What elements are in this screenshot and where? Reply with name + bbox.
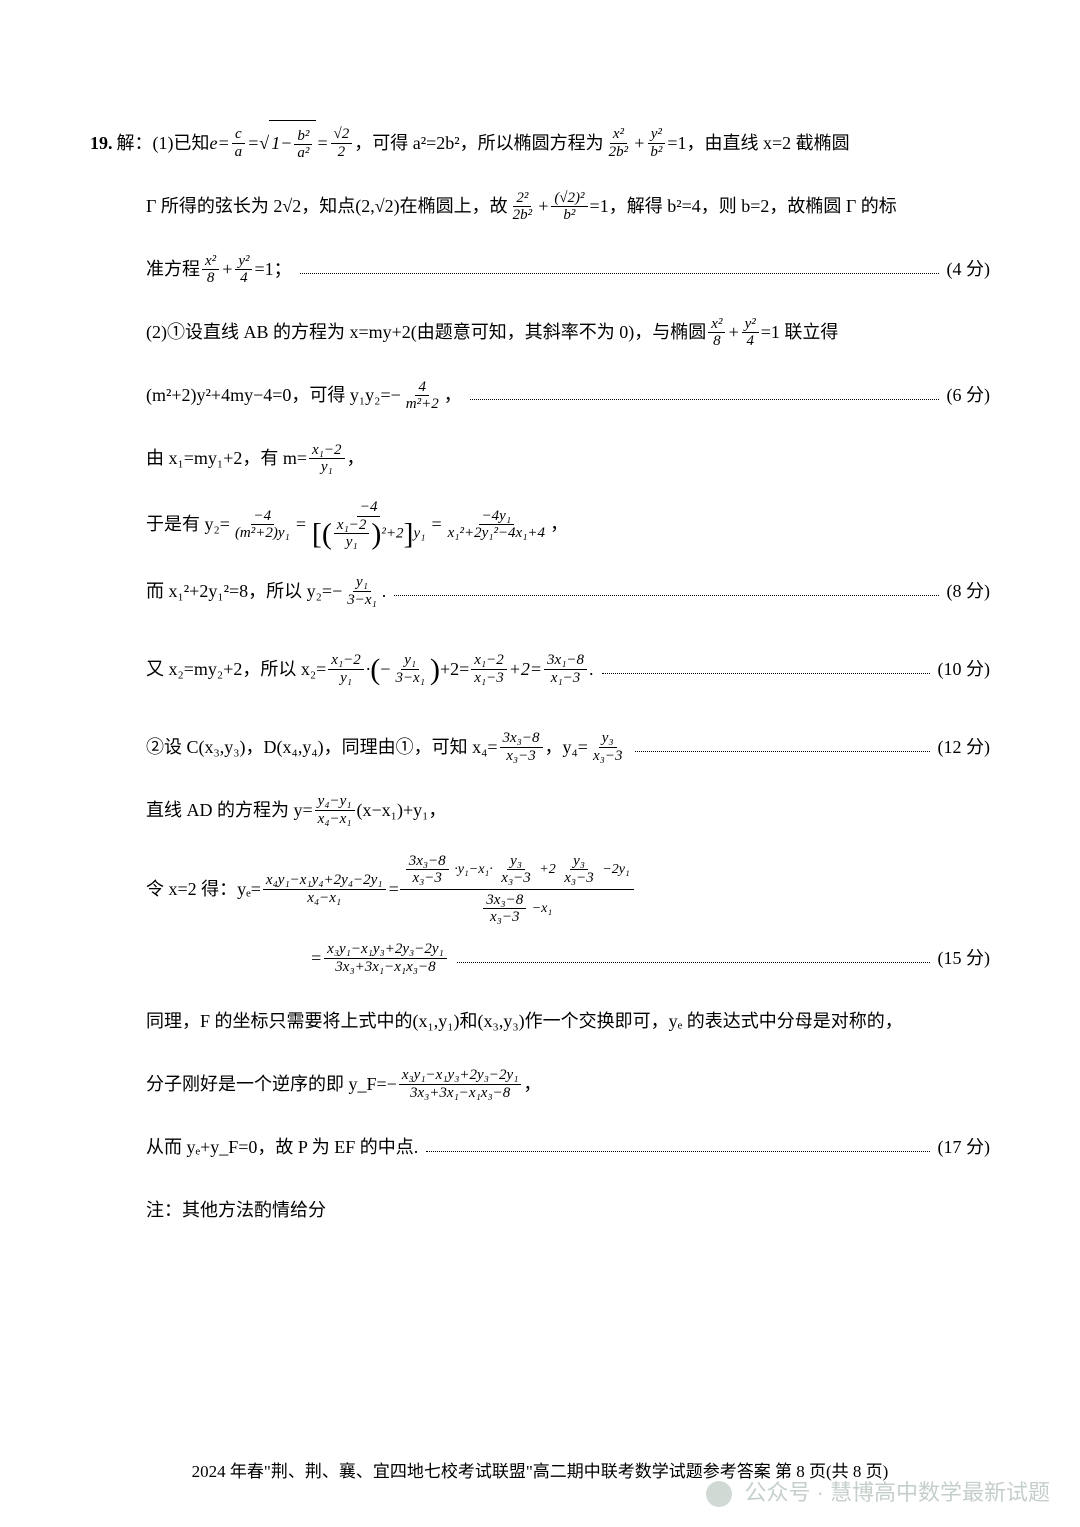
line-2: Γ 所得的弦长为 2√2，知点(2,√2)在椭圆上，故 2²2b² + (√2)… bbox=[90, 184, 990, 229]
watermark: 公众号 · 慧博高中数学最新试题 bbox=[706, 1475, 1050, 1507]
line-5: (m²+2)y²+4my−4=0，可得 y₁y₂=− 4m²+2 ， (6 分) bbox=[90, 373, 990, 418]
line-3: 准方程 x²8 + y²4 =1； (4 分) bbox=[90, 247, 990, 292]
wechat-icon bbox=[706, 1481, 732, 1507]
problem-number: 19. bbox=[90, 121, 113, 166]
score-15: (15 分) bbox=[938, 936, 991, 981]
solution-body: 19. 解：(1)已知 e= ca = 1−b²a² = √22 ，可得 a²=… bbox=[90, 120, 990, 1233]
line-15: 分子刚好是一个逆序的即 y_F=− x₃y₁−x₁y₃+2y₃−2y₁3x₃+3… bbox=[90, 1062, 990, 1107]
score-17: (17 分) bbox=[938, 1125, 991, 1170]
line-4: (2)①设直线 AB 的方程为 x=my+2(由题意可知，其斜率不为 0)，与椭… bbox=[90, 310, 990, 355]
dotted-leader bbox=[457, 962, 930, 963]
score-10: (10 分) bbox=[938, 647, 991, 692]
line-13: = x₃y₁−x₁y₃+2y₃−2y₁3x₃+3x₁−x₁x₃−8 (15 分) bbox=[90, 936, 990, 981]
line-11: 直线 AD 的方程为 y= y₄−y₁x₄−x₁ (x−x₁)+y₁， bbox=[90, 788, 990, 833]
line-9: 又 x₂=my₂+2，所以 x₂= x₁−2y₁ · (− y₁3−x₁ )+2… bbox=[90, 632, 990, 707]
dotted-leader bbox=[602, 673, 930, 674]
dotted-leader bbox=[635, 751, 929, 752]
dotted-leader bbox=[470, 399, 939, 400]
dotted-leader bbox=[394, 595, 938, 596]
line-1: 19. 解：(1)已知 e= ca = 1−b²a² = √22 ，可得 a²=… bbox=[90, 120, 990, 166]
score-12: (12 分) bbox=[938, 725, 991, 770]
dotted-leader bbox=[426, 1151, 929, 1152]
dotted-leader bbox=[300, 273, 939, 274]
line-8: 而 x₁²+2y₁²=8，所以 y₂=− y₁3−x₁ . (8 分) bbox=[90, 569, 990, 614]
line-10: ②设 C(x₃,y₃)，D(x₄,y₄)，同理由①，可知 x₄= 3x₃−8x₃… bbox=[90, 725, 990, 770]
line-12: 令 x=2 得：yₑ= x₄y₁−x₁y₄+2y₄−2y₁x₄−x₁ = 3x₃… bbox=[90, 851, 990, 928]
line-7: 于是有 y₂= −4(m²+2)y₁ = −4 [(x₁−2y₁)²+2]y₁ … bbox=[90, 499, 990, 551]
line-6: 由 x₁=my₁+2，有 m= x₁−2y₁ ， bbox=[90, 436, 990, 481]
line-14: 同理，F 的坐标只需要将上式中的(x₁,y₁)和(x₃,y₃)作一个交换即可，y… bbox=[90, 999, 990, 1044]
score-8: (8 分) bbox=[947, 569, 991, 614]
score-6: (6 分) bbox=[947, 373, 991, 418]
line-17: 注：其他方法酌情给分 bbox=[90, 1188, 990, 1233]
line-16: 从而 yₑ+y_F=0，故 P 为 EF 的中点. (17 分) bbox=[90, 1125, 990, 1170]
score-4: (4 分) bbox=[947, 247, 991, 292]
